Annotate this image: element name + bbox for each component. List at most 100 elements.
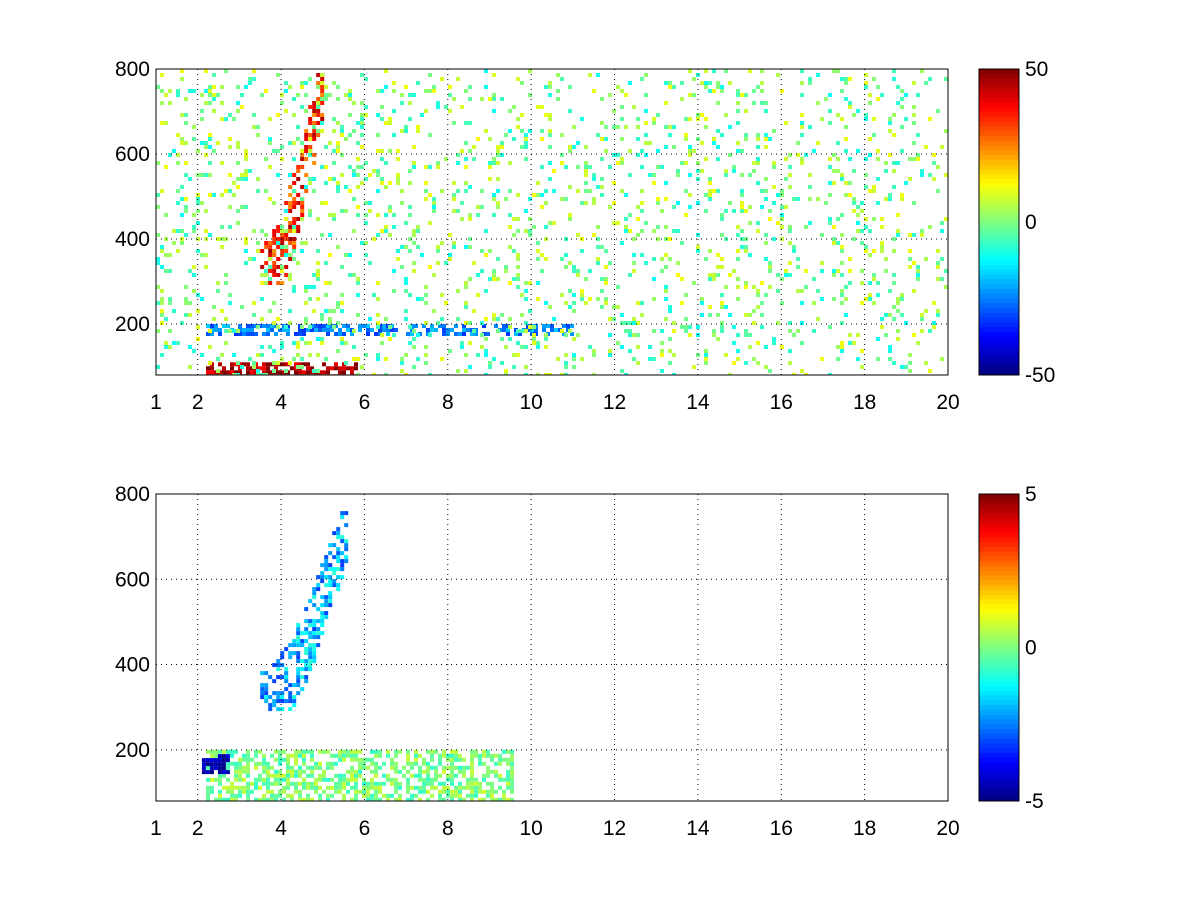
heatmap-cell-2 xyxy=(290,366,294,371)
heatmap-cell-4 xyxy=(352,273,356,277)
heatmap-cell-4 xyxy=(552,189,556,193)
heatmap-cell-2 xyxy=(490,769,494,774)
heatmap-cell-2 xyxy=(482,761,486,766)
heatmap-cell-4 xyxy=(260,281,264,285)
heatmap-cell-4 xyxy=(540,137,544,141)
heatmap-cell-2 xyxy=(434,777,438,782)
heatmap-cell-4 xyxy=(340,133,344,137)
heatmap-cell-4 xyxy=(900,97,904,101)
heatmap-cell-1 xyxy=(332,543,337,548)
heatmap-cell-4 xyxy=(780,189,784,193)
heatmap-cell-2 xyxy=(502,777,506,782)
heatmap-cell-4 xyxy=(300,325,304,329)
heatmap-cell-4 xyxy=(376,297,380,301)
heatmap-cell-4 xyxy=(160,89,164,93)
heatmap-cell-2 xyxy=(294,769,298,774)
heatmap-cell-4 xyxy=(244,153,248,157)
heatmap-cell-4 xyxy=(560,133,564,137)
heatmap-cell-4 xyxy=(780,277,784,281)
heatmap-cell-4 xyxy=(348,113,352,117)
heatmap-cell-4 xyxy=(284,253,288,257)
heatmap-cell-4 xyxy=(272,321,276,325)
heatmap-cell-1 xyxy=(296,671,301,676)
colorbar-swatch xyxy=(979,317,1019,323)
heatmap-cell-4 xyxy=(676,229,680,233)
heatmap-cell-4 xyxy=(804,285,808,289)
heatmap-cell-4 xyxy=(572,269,576,273)
heatmap-cell-4 xyxy=(584,301,588,305)
heatmap-cell-4 xyxy=(800,321,804,325)
heatmap-cell-1 xyxy=(288,651,293,656)
heatmap-cell-2 xyxy=(298,765,302,770)
heatmap-cell-2 xyxy=(390,793,394,798)
heatmap-cell-4 xyxy=(448,349,452,353)
heatmap-cell-3 xyxy=(274,332,278,336)
heatmap-cell-4 xyxy=(236,145,240,149)
heatmap-cell-2 xyxy=(370,781,374,786)
heatmap-cell-4 xyxy=(288,321,292,325)
heatmap-cell-4 xyxy=(920,233,924,237)
heatmap-cell-4 xyxy=(672,145,676,149)
heatmap-cell-2 xyxy=(222,366,226,371)
heatmap-cell-4 xyxy=(196,325,200,329)
heatmap-cell-4 xyxy=(424,109,428,113)
heatmap-cell-1 xyxy=(268,241,273,245)
heatmap-cell-4 xyxy=(300,141,304,145)
heatmap-cell-4 xyxy=(440,317,444,321)
heatmap-cell-4 xyxy=(808,125,812,129)
heatmap-cell-4 xyxy=(244,249,248,253)
heatmap-cell-4 xyxy=(620,157,624,161)
heatmap-cell-4 xyxy=(204,145,208,149)
heatmap-cell-4 xyxy=(888,357,892,361)
heatmap-cell-4 xyxy=(452,97,456,101)
heatmap-cell-1 xyxy=(312,635,317,640)
heatmap-cell-4 xyxy=(656,225,660,229)
heatmap-cell-2 xyxy=(306,765,310,770)
heatmap-cell-3 xyxy=(566,324,570,328)
heatmap-cell-2 xyxy=(474,789,478,794)
colorbar-swatch xyxy=(979,193,1019,199)
heatmap-cell-4 xyxy=(528,229,532,233)
heatmap-cell-4 xyxy=(936,261,940,265)
heatmap-cell-4 xyxy=(660,257,664,261)
heatmap-cell-4 xyxy=(376,189,380,193)
heatmap-cell-4 xyxy=(468,245,472,249)
heatmap-cell-2 xyxy=(494,753,498,758)
colorbar-swatch xyxy=(979,517,1019,524)
heatmap-cell-4 xyxy=(844,77,848,81)
heatmap-cell-2 xyxy=(306,773,310,778)
heatmap-cell-4 xyxy=(932,153,936,157)
heatmap-cell-4 xyxy=(892,305,896,309)
heatmap-cell-2 xyxy=(426,769,430,774)
heatmap-cell-2 xyxy=(226,749,230,754)
heatmap-cell-2 xyxy=(326,761,330,766)
heatmap-cell-1 xyxy=(296,623,301,628)
heatmap-cell-4 xyxy=(200,141,204,145)
heatmap-cell-4 xyxy=(764,137,768,141)
heatmap-cell-2 xyxy=(354,781,358,786)
heatmap-cell-4 xyxy=(292,97,296,101)
heatmap-cell-4 xyxy=(172,341,176,345)
heatmap-cell-2 xyxy=(266,769,270,774)
heatmap-cell-2 xyxy=(266,785,270,790)
heatmap-cell-4 xyxy=(636,117,640,121)
heatmap-cell-1 xyxy=(276,691,281,696)
heatmap-cell-1 xyxy=(312,603,317,608)
heatmap-cell-1 xyxy=(276,281,281,285)
heatmap-cell-3 xyxy=(338,328,342,332)
heatmap-cell-4 xyxy=(356,165,360,169)
heatmap-cell-4 xyxy=(484,353,488,357)
heatmap-cell-4 xyxy=(664,197,668,201)
heatmap-cell-4 xyxy=(936,265,940,269)
heatmap-cell-4 xyxy=(420,253,424,257)
heatmap-cell-4 xyxy=(536,193,540,197)
heatmap-cell-2 xyxy=(498,773,502,778)
heatmap-cell-4 xyxy=(216,141,220,145)
colorbar-swatch xyxy=(979,327,1019,333)
heatmap-cell-4 xyxy=(680,161,684,165)
heatmap-cell-2 xyxy=(342,781,346,786)
heatmap-cell-4 xyxy=(740,193,744,197)
heatmap-cell-4 xyxy=(508,129,512,133)
heatmap-cell-4 xyxy=(524,145,528,149)
